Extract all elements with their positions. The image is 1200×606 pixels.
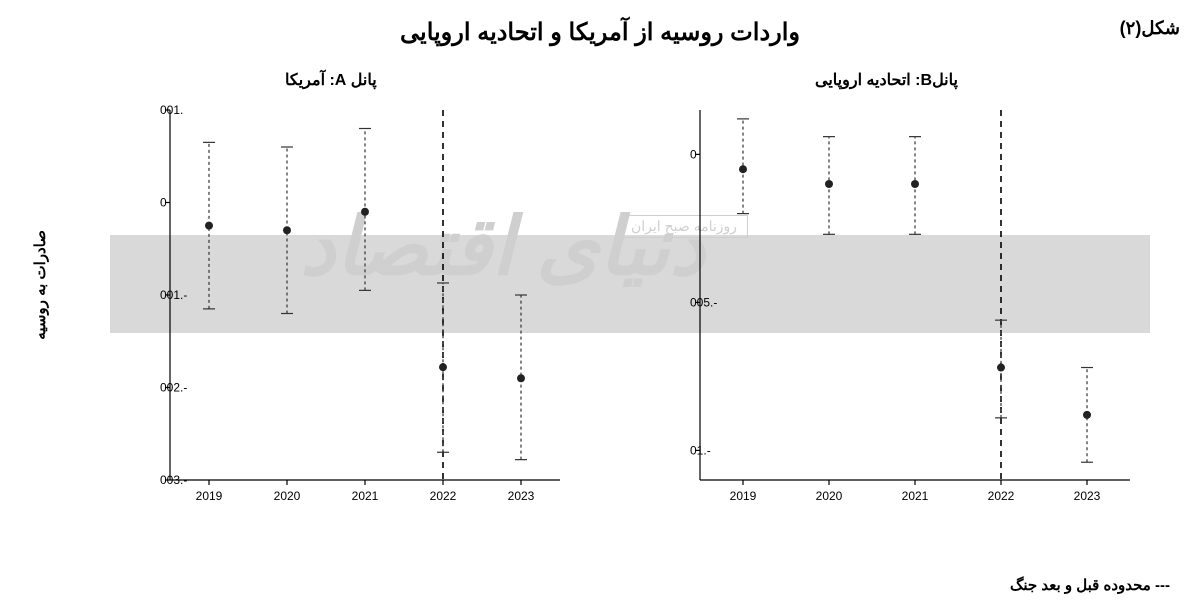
svg-text:-.001: -.001 bbox=[160, 288, 187, 302]
svg-text:2021: 2021 bbox=[902, 489, 929, 503]
svg-text:-.005: -.005 bbox=[690, 295, 717, 309]
y-axis-label: صادرات به روسیه bbox=[32, 230, 50, 340]
panel-a-title: پانل A: آمریکا bbox=[285, 70, 377, 90]
svg-text:2022: 2022 bbox=[430, 489, 457, 503]
svg-text:0: 0 bbox=[690, 147, 697, 161]
main-title: واردات روسیه از آمریکا و اتحادیه اروپایی bbox=[400, 18, 800, 47]
legend: --- محدوده قبل و بعد جنگ bbox=[1010, 576, 1170, 594]
svg-text:-.002: -.002 bbox=[160, 381, 187, 395]
panel-b-chart: -.01 -.005 0 2019 2020 2021 2022 2023 bbox=[640, 100, 1150, 520]
figure-label: شکل(۲) bbox=[1120, 18, 1180, 39]
svg-text:2021: 2021 bbox=[352, 489, 379, 503]
svg-text:2019: 2019 bbox=[196, 489, 223, 503]
svg-text:-.003: -.003 bbox=[160, 473, 187, 487]
svg-text:2023: 2023 bbox=[1074, 489, 1101, 503]
svg-text:2020: 2020 bbox=[816, 489, 843, 503]
svg-text:2019: 2019 bbox=[730, 489, 757, 503]
svg-text:2022: 2022 bbox=[988, 489, 1015, 503]
svg-text:2023: 2023 bbox=[508, 489, 535, 503]
svg-text:0: 0 bbox=[160, 196, 167, 210]
svg-text:-.01: -.01 bbox=[690, 443, 711, 457]
panel-a-chart: -.003 -.002 -.001 0 .001 2019 2020 2021 2022 2023 bbox=[110, 100, 580, 520]
svg-text:.001: .001 bbox=[160, 103, 183, 117]
svg-text:2020: 2020 bbox=[274, 489, 301, 503]
panel-b-title: پانلB: اتحادیه اروپایی bbox=[815, 70, 958, 90]
